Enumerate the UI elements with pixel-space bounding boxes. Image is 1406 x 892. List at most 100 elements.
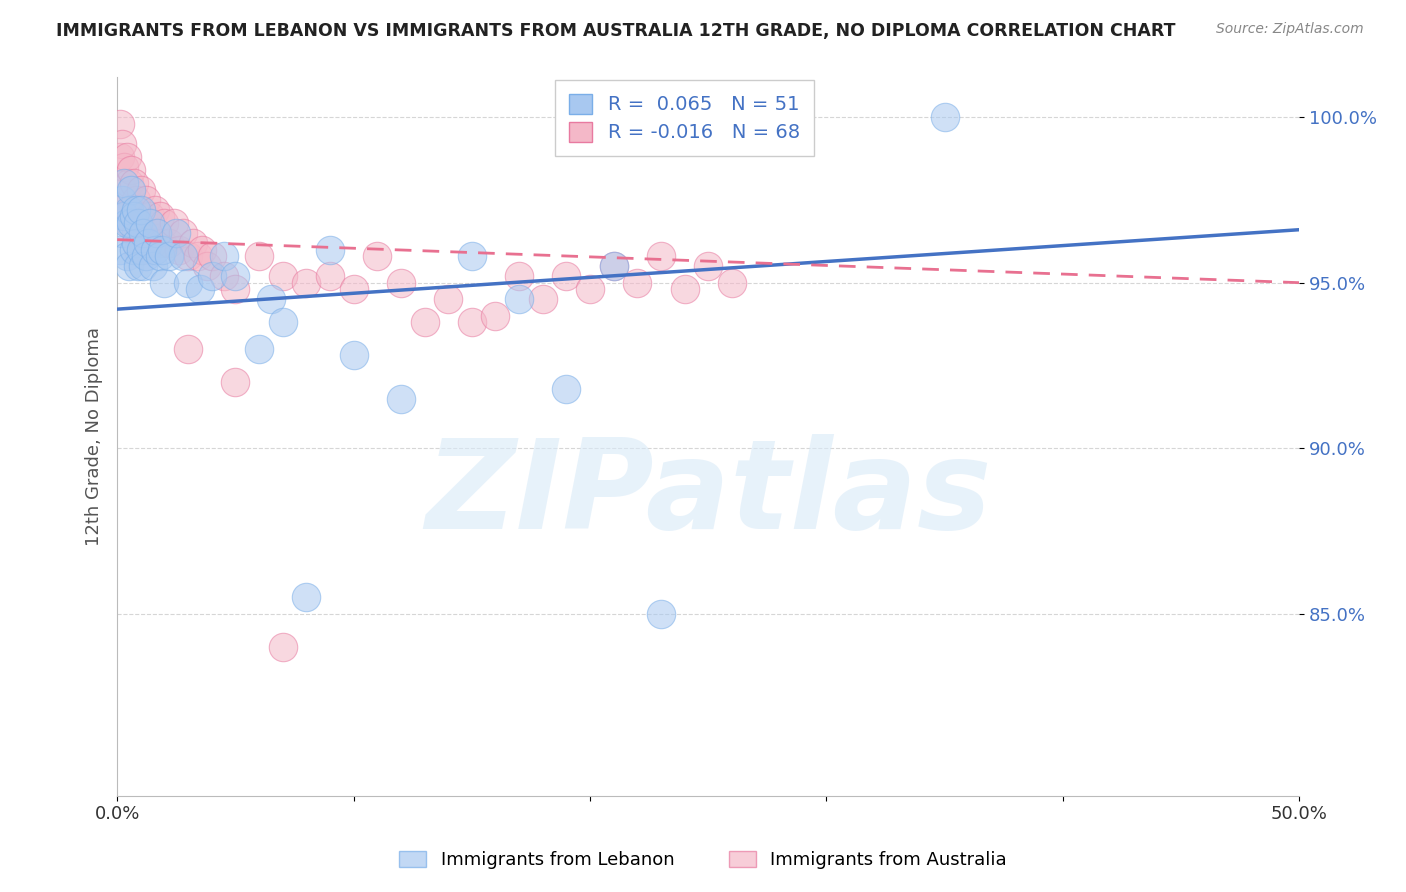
Point [112,210,135,224]
Point [139,216,162,230]
Point [247,249,270,263]
Point [136,216,159,230]
Point [157,235,180,250]
Point [127,259,149,273]
Point [224,268,246,283]
Point [461,249,484,263]
Point [157,249,180,263]
Point [112,210,135,224]
Point [260,292,283,306]
Point [163,216,186,230]
Point [132,210,155,224]
Point [212,249,235,263]
Point [111,193,134,207]
Point [295,590,318,604]
Point [673,282,696,296]
Point [115,249,138,263]
Point [389,276,412,290]
Point [342,349,364,363]
Point [650,249,672,263]
Point [555,268,578,283]
Point [172,226,194,240]
Point [508,292,530,306]
Point [125,202,148,217]
Y-axis label: 12th Grade, No Diploma: 12th Grade, No Diploma [86,327,103,546]
Point [132,243,155,257]
Point [136,235,159,250]
Point [167,243,190,257]
Point [143,202,166,217]
Point [122,177,145,191]
Point [120,202,142,217]
Point [118,216,141,230]
Point [115,216,138,230]
Point [201,268,224,283]
Point [135,226,157,240]
Point [201,249,224,263]
Point [120,216,142,230]
Point [319,268,342,283]
Point [437,292,460,306]
Point [149,210,172,224]
Point [271,640,294,654]
Point [108,117,131,131]
Point [142,259,165,273]
Point [142,235,165,250]
Point [188,282,211,296]
Point [122,210,145,224]
Point [366,249,388,263]
Point [579,282,602,296]
Point [165,226,187,240]
Point [187,249,209,263]
Point [721,276,744,290]
Point [129,226,152,240]
Point [127,216,149,230]
Point [195,259,218,273]
Point [181,235,204,250]
Point [118,259,141,273]
Point [247,342,270,356]
Point [127,202,149,217]
Point [111,226,134,240]
Point [122,210,145,224]
Point [177,249,200,263]
Point [111,136,134,151]
Point [125,235,148,250]
Text: Source: ZipAtlas.com: Source: ZipAtlas.com [1216,22,1364,37]
Point [934,110,956,124]
Point [125,193,148,207]
Point [115,150,138,164]
Legend: R =  0.065   N = 51, R = -0.016   N = 68: R = 0.065 N = 51, R = -0.016 N = 68 [555,80,814,156]
Point [146,226,169,240]
Point [132,259,155,273]
Point [150,235,173,250]
Point [146,226,169,240]
Point [132,226,155,240]
Point [389,392,412,406]
Point [150,243,173,257]
Point [143,243,166,257]
Point [484,309,506,323]
Point [191,243,214,257]
Point [153,216,176,230]
Point [112,177,135,191]
Point [602,259,624,273]
Point [153,276,176,290]
Point [108,243,131,257]
Point [112,160,135,174]
Point [602,259,624,273]
Point [120,163,142,178]
Point [461,315,484,329]
Point [108,150,131,164]
Point [531,292,554,306]
Point [122,243,145,257]
Point [212,268,235,283]
Legend: Immigrants from Lebanon, Immigrants from Australia: Immigrants from Lebanon, Immigrants from… [391,842,1015,879]
Point [271,315,294,329]
Point [115,193,138,207]
Point [177,342,200,356]
Point [118,177,141,191]
Point [650,607,672,621]
Point [508,268,530,283]
Text: ZIPatlas: ZIPatlas [425,434,991,555]
